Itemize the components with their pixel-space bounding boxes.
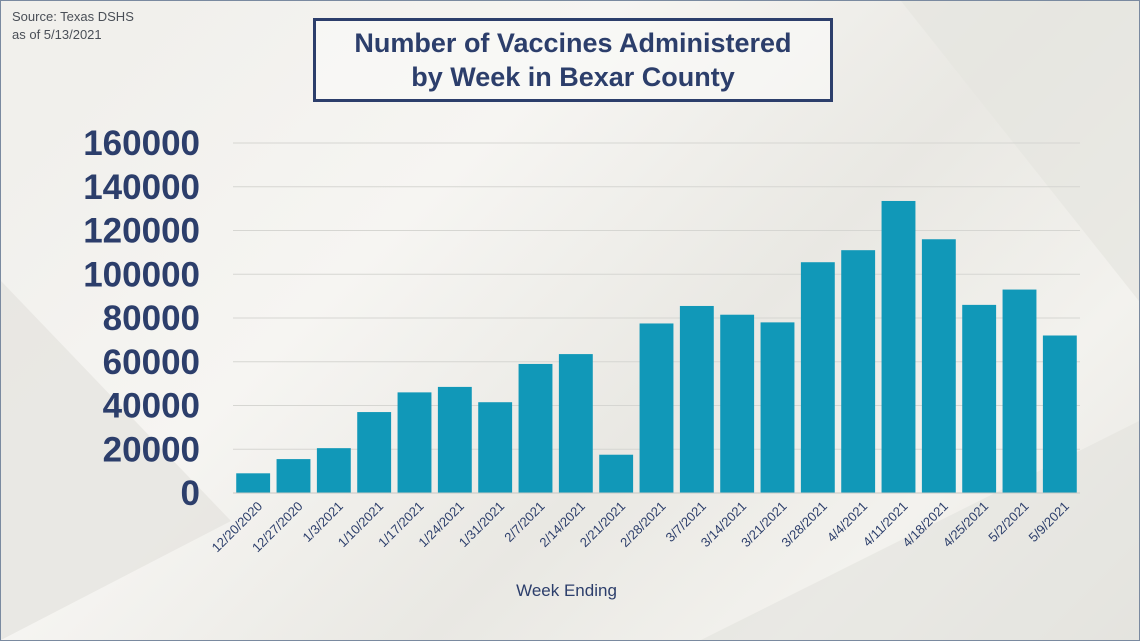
- bar: [921, 239, 956, 493]
- bar: [236, 473, 271, 493]
- y-tick-label: 140000: [83, 168, 200, 207]
- bar: [679, 305, 714, 493]
- x-axis-title: Week Ending: [516, 581, 617, 600]
- y-tick-label: 160000: [83, 124, 200, 163]
- bar: [276, 459, 311, 493]
- chart-title-line1: Number of Vaccines Administered: [354, 28, 792, 58]
- bar: [437, 386, 472, 493]
- bars: [236, 200, 1077, 493]
- bar: [599, 454, 634, 493]
- y-tick-label: 20000: [103, 430, 200, 469]
- bar: [1002, 289, 1037, 493]
- bar: [881, 200, 916, 493]
- bar: [962, 304, 997, 493]
- x-tick-label: 5/2/2021: [985, 499, 1031, 545]
- bar: [357, 412, 392, 493]
- source-line: Source: Texas DSHS: [12, 9, 134, 24]
- bar: [558, 354, 593, 493]
- y-tick-label: 60000: [103, 343, 200, 382]
- bar: [518, 363, 553, 493]
- x-axis: 12/20/202012/27/20201/3/20211/10/20211/1…: [209, 492, 1080, 555]
- source-note: Source: Texas DSHS as of 5/13/2021: [12, 8, 134, 44]
- y-axis: 0 20000 40000 60000 80000 100000 120000 140000 1…: [83, 124, 200, 513]
- y-tick-label: 100000: [83, 255, 200, 294]
- y-tick-label: 80000: [103, 299, 200, 338]
- bar: [478, 402, 513, 493]
- y-tick-label: 40000: [103, 387, 200, 426]
- chart-title-box: Number of Vaccines Administered by Week …: [313, 18, 833, 102]
- chart-title-line2: by Week in Bexar County: [411, 62, 735, 92]
- bar: [760, 322, 795, 493]
- bar: [397, 392, 432, 493]
- bar: [800, 262, 835, 493]
- bar: [639, 323, 674, 493]
- x-tick-label: 5/9/2021: [1026, 499, 1072, 545]
- bar: [1042, 335, 1077, 493]
- bar: [316, 448, 351, 493]
- bar: [720, 314, 755, 493]
- bar: [841, 250, 876, 493]
- as-of-date: as of 5/13/2021: [12, 27, 102, 42]
- y-tick-label: 120000: [83, 212, 200, 251]
- y-tick-label: 0: [181, 474, 200, 513]
